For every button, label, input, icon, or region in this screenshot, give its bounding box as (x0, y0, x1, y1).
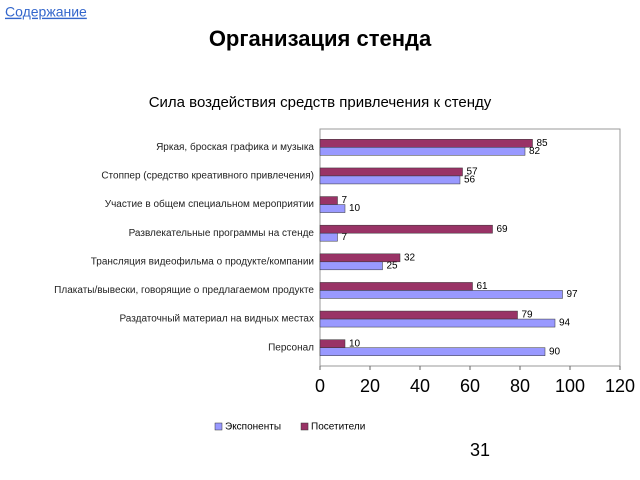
bar (319, 167, 463, 177)
x-tick-label: 100 (555, 376, 585, 396)
x-tick-label: 80 (510, 376, 530, 396)
bar (319, 139, 533, 148)
category-label: Плакаты/вывески, говорящие о предлагаемо… (54, 285, 314, 296)
value-label: 69 (497, 224, 509, 235)
bar (319, 290, 563, 299)
page-number: 31 (470, 440, 490, 460)
legend-label: Посетители (311, 422, 365, 433)
bar (319, 224, 493, 234)
x-tick-label: 120 (605, 376, 635, 396)
x-tick-label: 60 (460, 376, 480, 396)
value-label: 32 (404, 252, 416, 263)
slide-title: Организация стенда (209, 26, 432, 51)
plot-frame (319, 128, 621, 367)
value-label: 7 (342, 232, 348, 243)
category-label: Яркая, броская графика и музыка (156, 141, 314, 153)
legend-label: Экспоненты (225, 422, 281, 433)
legend-swatch (214, 422, 223, 431)
bar (319, 175, 461, 185)
value-label: 61 (477, 281, 489, 292)
value-label: 25 (387, 260, 399, 271)
x-tick-label: 0 (315, 376, 325, 396)
value-label: 56 (464, 175, 476, 186)
bar (319, 196, 338, 205)
value-label: 82 (529, 146, 541, 157)
value-label: 57 (467, 167, 479, 178)
x-tick-label: 20 (360, 376, 380, 396)
chart-title: Сила воздействия средств привлечения к с… (149, 94, 492, 111)
legend-swatch (300, 422, 309, 431)
category-label: Участие в общем специальном мероприятии (105, 198, 314, 210)
x-tick-label: 40 (410, 376, 430, 396)
category-label: Раздаточный материал на видных местах (119, 314, 314, 325)
category-label: Стоппер (средство креативного привлечени… (101, 171, 314, 182)
value-label: 7 (342, 195, 348, 206)
value-label: 10 (349, 203, 361, 214)
value-label: 79 (522, 310, 534, 321)
value-label: 10 (349, 338, 361, 349)
category-label: Развлекательные программы на стенде (129, 228, 315, 239)
bar (319, 261, 383, 271)
value-label: 85 (537, 138, 549, 149)
category-label: Персонал (268, 342, 314, 353)
bar (319, 347, 546, 356)
bar (319, 339, 346, 348)
bar (319, 147, 526, 156)
value-label: 94 (559, 318, 571, 329)
category-label: Трансляция видеофильма о продукте/компан… (91, 255, 314, 267)
bar (319, 282, 473, 291)
bar (319, 204, 346, 213)
value-label: 90 (549, 346, 561, 357)
value-label: 97 (567, 289, 579, 300)
bar (319, 232, 338, 242)
bar (319, 318, 556, 328)
bar (319, 310, 518, 320)
contents-link[interactable]: Содержание (5, 4, 87, 20)
